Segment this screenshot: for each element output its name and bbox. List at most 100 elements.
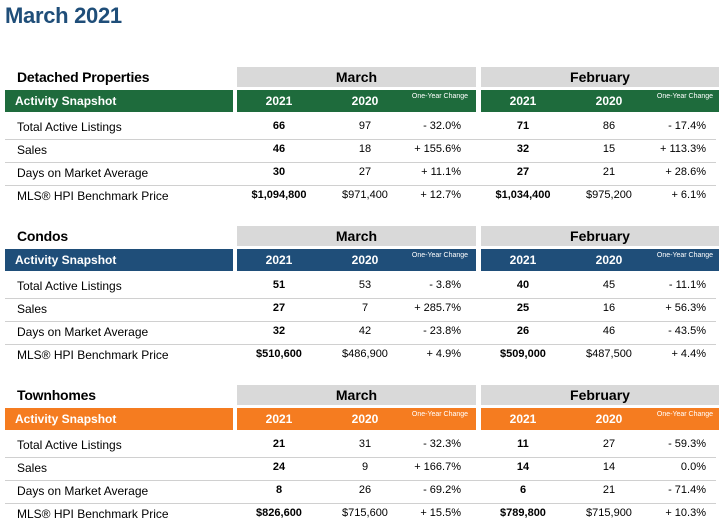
- section-title: Condos: [17, 228, 68, 244]
- current-2021-value: $510,600: [256, 348, 302, 360]
- current-month-header: March: [237, 67, 476, 87]
- snapshot-label: Activity Snapshot: [15, 412, 117, 426]
- one-year-change-header: One-Year Change: [656, 93, 714, 100]
- table-row: Total Active Listings 51 53 - 3.8% 40 45 - 11.…: [0, 275, 723, 298]
- previous-2020-value: 45: [602, 279, 616, 291]
- row-label: MLS® HPI Benchmark Price: [17, 348, 169, 362]
- row-label: Total Active Listings: [17, 438, 122, 452]
- table-row: Sales 27 7 + 285.7% 25 16 + 56.3%: [0, 298, 723, 321]
- year-2021-header: 2021: [509, 253, 537, 267]
- current-2021-value: 24: [272, 461, 286, 473]
- previous-2021-value: 6: [519, 484, 527, 496]
- current-change-value: - 23.8%: [423, 325, 461, 337]
- current-2020-value: 97: [358, 120, 372, 132]
- one-year-change-header: One-Year Change: [411, 411, 469, 418]
- current-2021-value: $1,094,800: [251, 189, 307, 201]
- row-divider: [5, 321, 716, 322]
- current-change-value: + 4.9%: [426, 348, 461, 360]
- current-change-value: - 3.8%: [429, 279, 461, 291]
- previous-month-header: February: [481, 226, 719, 246]
- table-row: MLS® HPI Benchmark Price $826,600 $715,600…: [0, 503, 723, 526]
- year-2020-header: 2020: [595, 412, 623, 426]
- table-row: Days on Market Average 32 42 - 23.8% 26 46 - 4…: [0, 321, 723, 344]
- previous-2020-value: $975,200: [586, 189, 632, 201]
- previous-2021-value: $789,800: [500, 507, 546, 519]
- row-label: Days on Market Average: [17, 484, 149, 498]
- row-label: Days on Market Average: [17, 325, 149, 339]
- row-label: MLS® HPI Benchmark Price: [17, 507, 169, 521]
- cur-columns-bar: 2021 2020 One-Year Change: [237, 90, 476, 112]
- previous-2020-value: $487,500: [586, 348, 632, 360]
- snapshot-bar: Activity Snapshot: [5, 408, 233, 430]
- current-2020-value: 7: [361, 302, 369, 314]
- table-row: Sales 46 18 + 155.6% 32 15 + 113.3%: [0, 139, 723, 162]
- previous-2021-value: $1,034,400: [495, 189, 551, 201]
- row-divider: [5, 344, 716, 345]
- previous-2021-value: 26: [516, 325, 530, 337]
- snapshot-bar: Activity Snapshot: [5, 249, 233, 271]
- current-change-value: + 285.7%: [414, 302, 461, 314]
- current-2021-value: 66: [272, 120, 286, 132]
- previous-change-value: + 113.3%: [660, 143, 706, 155]
- table-row: Days on Market Average 8 26 - 69.2% 6 21 - 71.…: [0, 480, 723, 503]
- previous-month-header: February: [481, 385, 719, 405]
- current-2020-value: 26: [358, 484, 372, 496]
- current-2021-value: 21: [272, 438, 286, 450]
- row-label: Days on Market Average: [17, 166, 149, 180]
- year-2020-header: 2020: [351, 253, 379, 267]
- one-year-change-header: One-Year Change: [411, 93, 469, 100]
- row-divider: [5, 162, 716, 163]
- previous-2020-value: $715,900: [586, 507, 632, 519]
- row-label: Total Active Listings: [17, 120, 122, 134]
- previous-2020-value: 27: [602, 438, 616, 450]
- previous-change-value: + 6.1%: [671, 189, 706, 201]
- row-divider: [5, 503, 716, 504]
- year-2020-header: 2020: [351, 94, 379, 108]
- previous-2020-value: 21: [602, 484, 616, 496]
- current-change-value: + 11.1%: [421, 166, 461, 178]
- year-2021-header: 2021: [265, 412, 293, 426]
- table-row: MLS® HPI Benchmark Price $510,600 $486,900…: [0, 344, 723, 367]
- row-divider: [5, 298, 716, 299]
- current-2021-value: 27: [272, 302, 286, 314]
- current-month-header: March: [237, 385, 476, 405]
- previous-change-value: - 11.1%: [668, 279, 706, 291]
- year-2021-header: 2021: [265, 94, 293, 108]
- table-row: Days on Market Average 30 27 + 11.1% 27 21 + 2…: [0, 162, 723, 185]
- year-2020-header: 2020: [595, 94, 623, 108]
- current-2020-value: 9: [361, 461, 369, 473]
- snapshot-label: Activity Snapshot: [15, 253, 117, 267]
- current-2021-value: 8: [275, 484, 283, 496]
- snapshot-label: Activity Snapshot: [15, 94, 117, 108]
- section-detached: Detached Properties March February Activity…: [0, 67, 723, 213]
- current-2021-value: 30: [272, 166, 286, 178]
- section-title: Townhomes: [17, 387, 96, 403]
- prev-columns-bar: 2021 2020 One-Year Change: [481, 408, 719, 430]
- one-year-change-header: One-Year Change: [656, 252, 714, 259]
- previous-2021-value: 32: [516, 143, 530, 155]
- page-title: March 2021: [5, 3, 122, 28]
- table-row: Sales 24 9 + 166.7% 14 14 0.0%: [0, 457, 723, 480]
- section-condos: Condos March February Activity Snapshot 2021…: [0, 226, 723, 372]
- section-townhomes: Townhomes March February Activity Snapshot 2…: [0, 385, 723, 531]
- current-change-value: + 155.6%: [414, 143, 461, 155]
- table-row: MLS® HPI Benchmark Price $1,094,800 $971,4…: [0, 185, 723, 208]
- previous-change-value: + 10.3%: [665, 507, 706, 519]
- previous-change-value: - 17.4%: [668, 120, 706, 132]
- prev-columns-bar: 2021 2020 One-Year Change: [481, 249, 719, 271]
- row-label: Sales: [17, 143, 48, 157]
- previous-2021-value: 11: [517, 438, 529, 450]
- row-divider: [5, 457, 716, 458]
- previous-2020-value: 16: [602, 302, 616, 314]
- previous-change-value: 0.0%: [680, 461, 706, 473]
- row-label: Sales: [17, 461, 48, 475]
- section-title: Detached Properties: [17, 69, 150, 85]
- current-change-value: + 166.7%: [414, 461, 461, 473]
- previous-2021-value: 71: [516, 120, 530, 132]
- current-month-header: March: [237, 226, 476, 246]
- year-2021-header: 2021: [509, 94, 537, 108]
- current-2021-value: 51: [272, 279, 286, 291]
- current-2020-value: $486,900: [342, 348, 388, 360]
- year-2021-header: 2021: [509, 412, 537, 426]
- current-change-value: - 32.0%: [423, 120, 461, 132]
